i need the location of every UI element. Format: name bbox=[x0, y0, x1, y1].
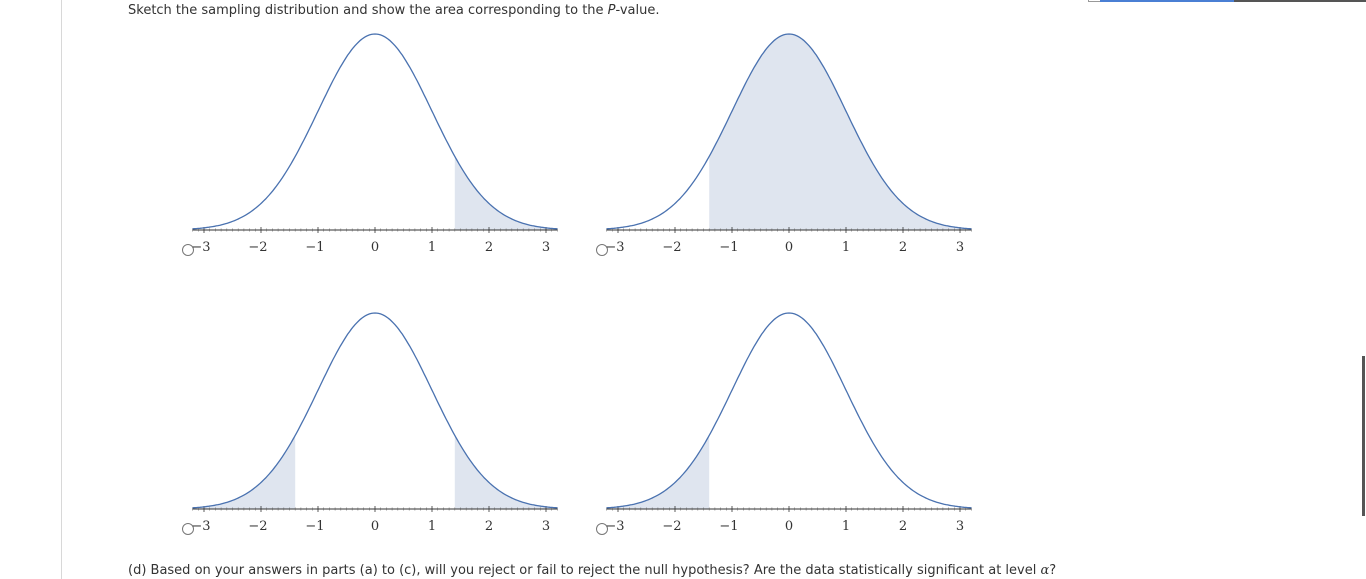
tick-label-d: 2 bbox=[899, 519, 907, 534]
prompt-text-end: -value. bbox=[615, 3, 660, 18]
tick-label-a: 2 bbox=[485, 240, 493, 255]
tick-label-c: −1 bbox=[305, 519, 324, 534]
prompt-p-symbol: P bbox=[607, 3, 616, 18]
tick-label-c: 1 bbox=[428, 519, 436, 534]
shaded-region-c-1 bbox=[192, 435, 296, 509]
shaded-region-a-1 bbox=[454, 156, 558, 230]
tick-label-a: −3 bbox=[191, 240, 210, 255]
radio-button-c[interactable] bbox=[182, 523, 194, 535]
answer-option-b[interactable]: −3 −2 −1 0 1 2 3 bbox=[594, 25, 1014, 295]
density-curve-d bbox=[606, 312, 972, 509]
tick-label-c: −2 bbox=[248, 519, 267, 534]
answer-option-c[interactable]: −3 −2 −1 0 1 2 3 bbox=[180, 304, 600, 574]
tick-label-a: −1 bbox=[305, 240, 324, 255]
tick-label-c: −3 bbox=[191, 519, 210, 534]
tick-label-b: 1 bbox=[842, 240, 850, 255]
part-d-question: (d) Based on your answers in parts (a) t… bbox=[128, 563, 1056, 579]
tick-label-b: 2 bbox=[899, 240, 907, 255]
density-curve-a bbox=[192, 33, 558, 230]
content-left-border bbox=[61, 0, 62, 579]
tick-label-d: −3 bbox=[605, 519, 624, 534]
tick-label-a: 3 bbox=[542, 240, 550, 255]
part-d-text: (d) Based on your answers in parts (a) t… bbox=[128, 563, 1041, 578]
tick-label-a: −2 bbox=[248, 240, 267, 255]
radio-button-a[interactable] bbox=[182, 244, 194, 256]
alpha-symbol: α bbox=[1040, 563, 1050, 578]
tick-label-d: −2 bbox=[662, 519, 681, 534]
shaded-region-d-1 bbox=[606, 435, 710, 509]
tick-label-b: 3 bbox=[956, 240, 964, 255]
radio-button-d[interactable] bbox=[596, 523, 608, 535]
radio-button-b[interactable] bbox=[596, 244, 608, 256]
shaded-region-b-1 bbox=[709, 34, 972, 230]
prompt-text: Sketch the sampling distribution and sho… bbox=[128, 3, 608, 18]
tick-label-b: −1 bbox=[719, 240, 738, 255]
tick-label-b: −2 bbox=[662, 240, 681, 255]
normal-curve-plot-b: −3 −2 −1 0 1 2 3 bbox=[605, 33, 972, 255]
normal-curve-plot-a: −3 −2 −1 0 1 2 3 bbox=[191, 33, 558, 255]
shaded-region-c-2 bbox=[454, 435, 558, 509]
tick-label-d: 0 bbox=[785, 519, 793, 534]
tick-label-a: 1 bbox=[428, 240, 436, 255]
tick-label-b: −3 bbox=[605, 240, 624, 255]
tick-label-d: 3 bbox=[956, 519, 964, 534]
part-d-end: ? bbox=[1049, 563, 1057, 578]
tick-label-a: 0 bbox=[371, 240, 379, 255]
tick-label-d: 1 bbox=[842, 519, 850, 534]
tick-label-d: −1 bbox=[719, 519, 738, 534]
tick-label-b: 0 bbox=[785, 240, 793, 255]
question-prompt: Sketch the sampling distribution and sho… bbox=[128, 3, 659, 19]
normal-curve-plot-d: −3 −2 −1 0 1 2 3 bbox=[605, 312, 972, 534]
normal-curve-plot-c: −3 −2 −1 0 1 2 3 bbox=[191, 312, 558, 534]
scrollbar-thumb[interactable] bbox=[1362, 356, 1365, 516]
toolbar-corner bbox=[1088, 0, 1100, 2]
progress-bar-track bbox=[1234, 0, 1366, 2]
answer-option-a[interactable]: −3 −2 −1 0 1 2 3 bbox=[180, 25, 600, 295]
tick-label-c: 3 bbox=[542, 519, 550, 534]
tick-label-c: 0 bbox=[371, 519, 379, 534]
density-curve-c bbox=[192, 312, 558, 509]
tick-label-c: 2 bbox=[485, 519, 493, 534]
progress-bar-fill bbox=[1100, 0, 1234, 2]
density-curve-b bbox=[606, 33, 972, 230]
answer-option-d[interactable]: −3 −2 −1 0 1 2 3 bbox=[594, 304, 1014, 574]
